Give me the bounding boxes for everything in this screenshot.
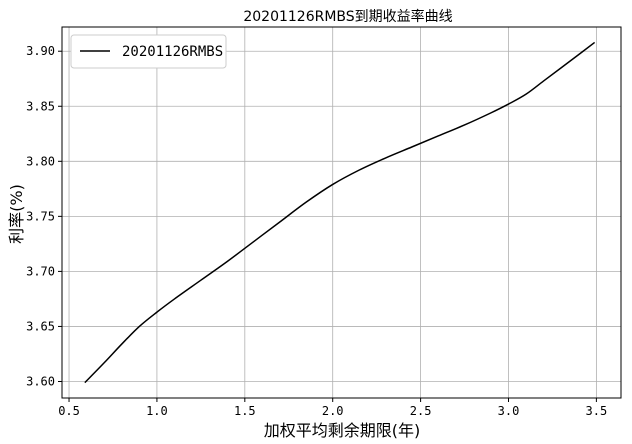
grid [62, 27, 621, 398]
x-tick-label: 2.0 [322, 404, 344, 418]
y-axis-label: 利率(%) [7, 184, 26, 244]
y-tick-label: 3.90 [26, 44, 55, 58]
y-tick-label: 3.60 [26, 374, 55, 388]
x-tick-label: 1.0 [146, 404, 168, 418]
x-tick-label: 3.5 [586, 404, 608, 418]
legend-label: 20201126RMBS [122, 44, 223, 60]
y-tick-label: 3.75 [26, 209, 55, 223]
x-tick-label: 1.5 [234, 404, 256, 418]
chart-title: 20201126RMBS到期收益率曲线 [243, 8, 452, 25]
x-tick-label: 0.5 [58, 404, 80, 418]
series-line [84, 41, 596, 384]
y-tick-label: 3.80 [26, 154, 55, 168]
legend-box [70, 34, 227, 69]
x-axis-label: 加权平均剩余期限(年) [264, 421, 421, 440]
x-tick-label: 3.0 [498, 404, 520, 418]
axis-ticks: 0.5 1.0 1.5 2.0 2.5 3.0 3.5 3.60 3.65 3.70 3.75 3.8… [26, 44, 607, 418]
y-tick-label: 3.85 [26, 99, 55, 113]
legend: 20201126RMBS [70, 34, 227, 69]
series-layer [84, 41, 596, 384]
plot-frame [61, 26, 622, 399]
y-tick-label: 3.65 [26, 319, 55, 333]
x-tick-label: 2.5 [410, 404, 432, 418]
y-tick-label: 3.70 [26, 264, 55, 278]
